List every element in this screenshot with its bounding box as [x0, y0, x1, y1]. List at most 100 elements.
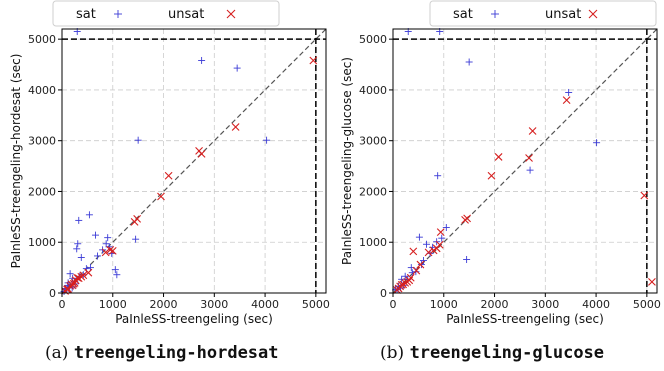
legend-label-unsat: unsat: [168, 7, 204, 22]
sat-point: [593, 139, 601, 147]
panel-a: 0 1000 2000 3000 4000 5000 0 1000 2000 3000 4000 50…: [9, 28, 330, 326]
unsat-point: [648, 277, 656, 286]
unsat-point: [393, 286, 401, 294]
data-points: [392, 28, 656, 294]
unsat-point: [309, 56, 318, 65]
y-tick-label: 4000: [28, 84, 56, 97]
y-tick-label: 2000: [359, 185, 387, 198]
tick-labels: 0 1000 2000 3000 4000 5000 0 1000 2000 3000 4000 50…: [28, 33, 330, 311]
y-tick-label: 0: [49, 287, 56, 300]
sat-point: [111, 266, 119, 274]
unsat-point: [231, 123, 240, 131]
caption-a-prefix: (a): [45, 343, 68, 363]
sat-point: [438, 234, 446, 242]
caption-b-name: treengeling-glucose: [410, 343, 604, 363]
x-tick-label: 4000: [582, 298, 610, 311]
unsat-point: [164, 171, 173, 180]
x-tick-label: 2000: [150, 298, 178, 311]
sat-point: [85, 211, 93, 219]
x-tick-label: 0: [390, 298, 397, 311]
y-tick-label: 3000: [359, 135, 387, 148]
caption-a: (a) treengeling-hordesat: [45, 343, 279, 363]
x-tick-label: 5000: [302, 298, 330, 311]
sat-point: [198, 56, 206, 64]
x-tick-label: 1000: [430, 298, 458, 311]
unsat-point: [525, 154, 533, 162]
caption-a-name: treengeling-hordesat: [74, 343, 279, 363]
sat-point: [463, 255, 471, 263]
unsat-point: [436, 228, 445, 236]
y-tick-label: 1000: [28, 236, 56, 249]
y-tick-label: 5000: [359, 33, 387, 46]
legend-box-left: [52, 0, 280, 27]
sat-point: [134, 136, 142, 144]
unsat-point: [429, 246, 438, 255]
plot-frame: [61, 28, 327, 294]
diagonal-line: [392, 28, 658, 294]
caption-b: (b) treengeling-glucose: [380, 343, 604, 363]
sat-point: [94, 252, 102, 260]
sat-point: [132, 235, 140, 243]
x-tick-label: 2000: [481, 298, 509, 311]
sat-point: [233, 64, 241, 72]
unsat-point: [640, 191, 649, 200]
unsat-point: [84, 268, 93, 277]
sat-point: [565, 88, 573, 96]
x-tick-label: 1000: [99, 298, 127, 311]
sat-point: [104, 234, 112, 242]
sat-point: [74, 240, 82, 248]
y-tick-label: 0: [380, 287, 387, 300]
sat-point: [465, 58, 473, 66]
sat-point: [415, 233, 423, 241]
timeout-lines: [393, 29, 657, 293]
x-axis-label: PaInleSS-treengeling (sec): [115, 312, 273, 326]
unsat-point: [157, 192, 165, 201]
legend-label-sat: sat: [76, 7, 96, 22]
unsat-point: [528, 127, 537, 135]
unsat-point: [403, 277, 412, 286]
unsat-point: [412, 266, 421, 275]
sat-point: [92, 231, 100, 239]
x-tick-label: 3000: [200, 298, 228, 311]
legend-right: sat unsat: [429, 0, 657, 27]
y-axis-label: PaInleSS-treengeling-hordesat (sec): [9, 54, 23, 269]
unsat-point: [108, 246, 117, 255]
sat-point: [263, 136, 271, 144]
data-points: [60, 28, 318, 295]
tick-labels: 0 1000 2000 3000 4000 5000 0 1000 2000 3000 4000 50…: [359, 33, 661, 311]
y-tick-label: 1000: [359, 236, 387, 249]
unsat-point: [106, 245, 115, 254]
unsat-point: [461, 216, 469, 224]
caption-b-prefix: (b): [380, 343, 404, 363]
diagonal: [61, 28, 327, 294]
legend-sat-marker: [491, 10, 499, 18]
unsat-point: [424, 248, 433, 257]
y-tick-label: 5000: [28, 33, 56, 46]
legend-sat-marker: [114, 10, 122, 18]
unsat-point: [101, 248, 110, 257]
y-tick-label: 4000: [359, 84, 387, 97]
sat-point: [417, 261, 425, 269]
unsat-point: [416, 260, 425, 269]
sat-point: [102, 240, 110, 248]
diagonal: [392, 28, 658, 294]
sat-point: [77, 253, 85, 261]
y-tick-label: 3000: [28, 135, 56, 148]
unsat-point: [409, 247, 418, 256]
x-axis-label: PaInleSS-treengeling (sec): [446, 312, 604, 326]
y-axis-label: PaInleSS-treengeling-glucose (sec): [340, 57, 354, 265]
y-tick-label: 2000: [28, 185, 56, 198]
sat-point: [73, 245, 81, 253]
unsat-point: [487, 171, 496, 180]
x-tick-label: 4000: [251, 298, 279, 311]
unsat-point: [130, 218, 139, 226]
sat-point: [434, 172, 442, 180]
legend-unsat-marker: [226, 9, 236, 19]
sat-point: [113, 271, 121, 279]
sat-point: [75, 216, 83, 224]
unsat-point: [195, 146, 203, 155]
panel-b: 0 1000 2000 3000 4000 5000 0 1000 2000 3000 4000 50…: [340, 28, 661, 326]
unsat-point: [562, 96, 571, 104]
x-tick-label: 5000: [633, 298, 661, 311]
sat-point: [423, 240, 431, 248]
